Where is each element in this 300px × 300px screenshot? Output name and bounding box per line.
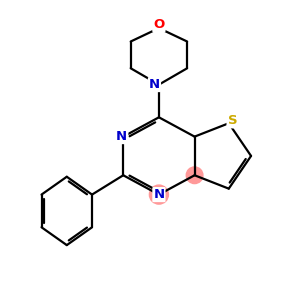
Circle shape [186, 167, 203, 184]
Text: N: N [116, 130, 127, 143]
Text: O: O [153, 18, 164, 31]
Text: N: N [149, 78, 160, 91]
Text: S: S [227, 114, 237, 128]
Text: N: N [153, 188, 164, 201]
Circle shape [149, 185, 168, 204]
